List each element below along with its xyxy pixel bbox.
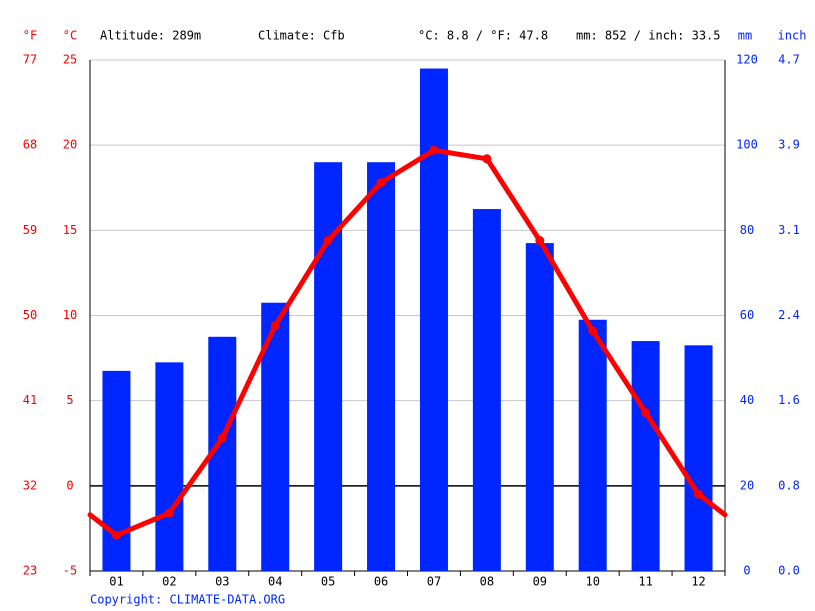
inch-tick-label: 2.4 (778, 308, 800, 322)
y2-tick-label: 120 (736, 53, 758, 67)
x-tick-label: 06 (374, 575, 388, 589)
y-tick-label: -5 (63, 564, 77, 578)
x-tick-label: 08 (480, 575, 494, 589)
x-tick-label: 10 (585, 575, 599, 589)
y-tick-label: 25 (63, 53, 77, 67)
annotation: mm: 852 / inch: 33.5 (576, 29, 721, 43)
inch-tick-label: 1.6 (778, 393, 800, 407)
bar (419, 68, 448, 572)
annotation: °C: 8.8 / °F: 47.8 (418, 29, 548, 43)
inch-tick-label: 4.7 (778, 53, 800, 67)
bar (525, 243, 554, 571)
y-tick-label: 20 (63, 138, 77, 152)
y-tick-label: 5 (66, 393, 73, 407)
point (641, 408, 651, 418)
line-wrap (87, 512, 119, 538)
y2-tick-label: 100 (736, 138, 758, 152)
f-tick-label: 77 (23, 53, 37, 67)
point (376, 178, 386, 188)
point (323, 236, 333, 246)
point (588, 326, 598, 336)
y2-tick-label: 40 (740, 393, 754, 407)
bar (314, 162, 343, 571)
inch-tick-label: 3.9 (778, 138, 800, 152)
point (482, 154, 492, 164)
y2-tick-label: 60 (740, 308, 754, 322)
axis-title: mm (738, 29, 752, 43)
point (429, 145, 439, 155)
x-tick-label: 04 (268, 575, 282, 589)
y-tick-label: 10 (63, 308, 77, 322)
x-tick-label: 03 (215, 575, 229, 589)
line-wrap (696, 491, 728, 518)
point (694, 489, 704, 499)
axis-title: °C (63, 29, 77, 43)
point (270, 321, 280, 331)
bar (102, 370, 131, 571)
annotation: Climate: Cfb (258, 29, 345, 43)
bar (367, 162, 396, 571)
inch-tick-label: 3.1 (778, 223, 800, 237)
point (164, 508, 174, 518)
f-tick-label: 50 (23, 308, 37, 322)
copyright: Copyright: CLIMATE-DATA.ORG (90, 593, 285, 607)
x-tick-label: 11 (638, 575, 652, 589)
x-tick-label: 09 (533, 575, 547, 589)
f-tick-label: 68 (23, 138, 37, 152)
y-tick-label: 0 (66, 478, 73, 492)
f-tick-label: 59 (23, 223, 37, 237)
inch-tick-label: 0.8 (778, 478, 800, 492)
point (111, 530, 121, 540)
x-tick-label: 01 (109, 575, 123, 589)
bar (631, 341, 660, 571)
annotation: Altitude: 289m (100, 29, 201, 43)
point (535, 236, 545, 246)
bar (684, 345, 713, 571)
bar (578, 319, 607, 571)
f-tick-label: 23 (23, 564, 37, 578)
f-tick-label: 41 (23, 393, 37, 407)
inch-tick-label: 0.0 (778, 564, 800, 578)
point (217, 433, 227, 443)
axis-title: inch (778, 29, 807, 43)
x-tick-label: 07 (427, 575, 441, 589)
y2-tick-label: 20 (740, 478, 754, 492)
temperature-line (115, 147, 701, 538)
f-tick-label: 32 (23, 478, 37, 492)
y2-tick-label: 80 (740, 223, 754, 237)
axis-title: °F (23, 29, 37, 43)
y2-tick-label: 0 (743, 564, 750, 578)
x-tick-label: 05 (321, 575, 335, 589)
x-tick-label: 12 (691, 575, 705, 589)
bar (472, 209, 501, 571)
bar (155, 362, 184, 571)
y-tick-label: 15 (63, 223, 77, 237)
x-tick-label: 02 (162, 575, 176, 589)
